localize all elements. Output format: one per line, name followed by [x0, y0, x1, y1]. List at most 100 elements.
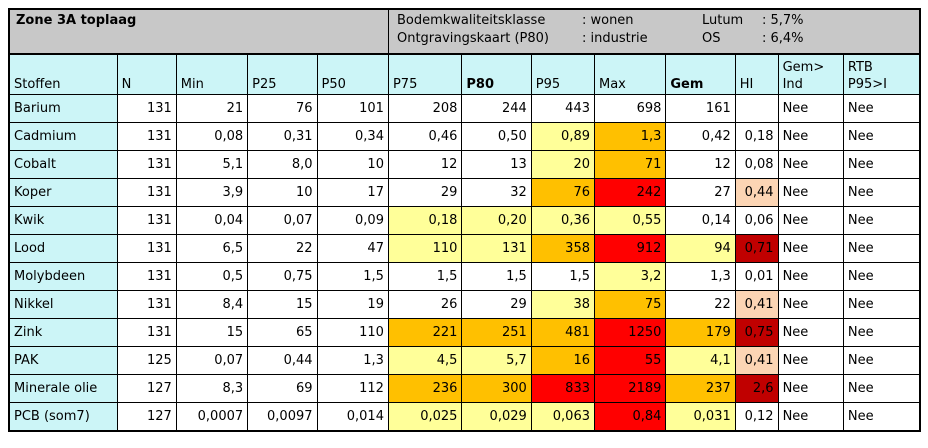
info-value: : wonen — [581, 13, 634, 28]
column-header-row: Stoffen N Min P25 P50 P75 P80 P95 Max Gem HI Gem> In… — [7, 53, 921, 95]
column-header: RTB P95>I — [842, 53, 921, 95]
table-cell: 65 — [247, 318, 318, 347]
substance-name: PAK — [7, 346, 118, 375]
zone-title: Zone 3A toplaag — [7, 8, 389, 55]
table-cell: 112 — [316, 374, 389, 403]
table-cell: 32 — [461, 178, 532, 207]
table-cell: 0,01 — [734, 262, 779, 291]
table-cell: 242 — [593, 178, 667, 207]
table-cell: 1250 — [593, 318, 667, 347]
table-cell: 236 — [387, 374, 463, 403]
table-cell: 0,34 — [316, 122, 389, 151]
table-cell: 0,029 — [461, 402, 532, 432]
table-cell: 0,12 — [734, 402, 779, 432]
column-header: P25 — [247, 53, 318, 95]
substance-name: Koper — [7, 178, 118, 207]
column-header: Gem — [665, 53, 736, 95]
table-cell: 0,5 — [175, 262, 249, 291]
table-row: Zink 131 15 65 110 221 251 481 1250 179 0,75 Nee Nee — [7, 318, 921, 347]
table-cell: 15 — [247, 290, 318, 319]
table-cell: Nee — [777, 290, 844, 319]
table-cell: 20 — [530, 150, 596, 179]
table-cell: 110 — [387, 234, 463, 263]
table-cell: 0,07 — [175, 346, 249, 375]
table-cell: 131 — [116, 290, 177, 319]
column-header: P75 — [387, 53, 463, 95]
table-cell: 0,41 — [734, 346, 779, 375]
substance-name: Cadmium — [7, 122, 118, 151]
table-cell: 13 — [461, 150, 532, 179]
table-cell: Nee — [842, 206, 921, 235]
table-cell: Nee — [842, 122, 921, 151]
table-cell: 1,3 — [316, 346, 389, 375]
substance-name: Nikkel — [7, 290, 118, 319]
table-cell: Nee — [777, 374, 844, 403]
table-cell: 0,42 — [665, 122, 736, 151]
column-header: P95 — [530, 53, 596, 95]
column-header: P50 — [316, 53, 389, 95]
table-cell: 0,75 — [734, 318, 779, 347]
table-cell: 22 — [665, 290, 736, 319]
table-cell: 127 — [116, 374, 177, 403]
table-cell: 0,08 — [175, 122, 249, 151]
table-cell: Nee — [777, 150, 844, 179]
table-cell: 76 — [530, 178, 596, 207]
column-header: Max — [593, 53, 667, 95]
table-cell: 69 — [247, 374, 318, 403]
table-cell: 833 — [530, 374, 596, 403]
info-value: : 6,4% — [761, 31, 804, 46]
table-cell: 698 — [593, 94, 667, 123]
table-cell: 1,5 — [316, 262, 389, 291]
table-cell: Nee — [842, 262, 921, 291]
table-cell: 244 — [461, 94, 532, 123]
info-value: : 5,7% — [761, 13, 804, 28]
table-cell: 22 — [247, 234, 318, 263]
table-cell: 4,5 — [387, 346, 463, 375]
column-header: Stoffen — [7, 53, 118, 95]
table-cell: 10 — [247, 178, 318, 207]
table-cell: 71 — [593, 150, 667, 179]
table-cell: 19 — [316, 290, 389, 319]
table-cell: 0,07 — [247, 206, 318, 235]
table-cell: 443 — [530, 94, 596, 123]
table-cell: 161 — [665, 94, 736, 123]
info-label: Bodemkwaliteitsklasse — [396, 13, 546, 28]
table-cell: 0,31 — [247, 122, 318, 151]
table-cell: 16 — [530, 346, 596, 375]
table-cell: 131 — [116, 94, 177, 123]
table-row: Nikkel 131 8,4 15 19 26 29 38 75 22 0,41 Nee Nee — [7, 290, 921, 319]
column-header: N — [116, 53, 177, 95]
table-cell: 0,08 — [734, 150, 779, 179]
table-cell: 10 — [316, 150, 389, 179]
table-cell: 110 — [316, 318, 389, 347]
table-cell: 179 — [665, 318, 736, 347]
table-cell: 251 — [461, 318, 532, 347]
table-cell — [734, 94, 779, 123]
table-cell: 2,6 — [734, 374, 779, 403]
table-cell: Nee — [777, 346, 844, 375]
table-cell: Nee — [842, 234, 921, 263]
table-cell: 131 — [116, 206, 177, 235]
table-row: Kwik 131 0,04 0,07 0,09 0,18 0,20 0,36 0,55 0,14 0… — [7, 206, 921, 235]
column-header: Gem> Ind — [777, 53, 844, 95]
column-header: P80 — [461, 53, 532, 95]
soil-quality-table: Zone 3A toplaag Bodemkwaliteitsklasse : … — [7, 8, 921, 432]
table-cell: 5,7 — [461, 346, 532, 375]
table-cell: Nee — [842, 402, 921, 432]
substance-name: PCB (som7) — [7, 402, 118, 432]
column-header: HI — [734, 53, 779, 95]
table-cell: 1,5 — [387, 262, 463, 291]
table-cell: 5,1 — [175, 150, 249, 179]
table-cell: 26 — [387, 290, 463, 319]
table-cell: 17 — [316, 178, 389, 207]
table-cell: 0,14 — [665, 206, 736, 235]
table-cell: 0,44 — [247, 346, 318, 375]
table-cell: 131 — [116, 318, 177, 347]
info-label: Lutum — [701, 13, 744, 28]
table-cell: 358 — [530, 234, 596, 263]
table-row: Lood 131 6,5 22 47 110 131 358 912 94 0,71 Nee Nee — [7, 234, 921, 263]
table-cell: 208 — [387, 94, 463, 123]
table-cell: 4,1 — [665, 346, 736, 375]
table-cell: 131 — [116, 262, 177, 291]
table-cell: 0,41 — [734, 290, 779, 319]
